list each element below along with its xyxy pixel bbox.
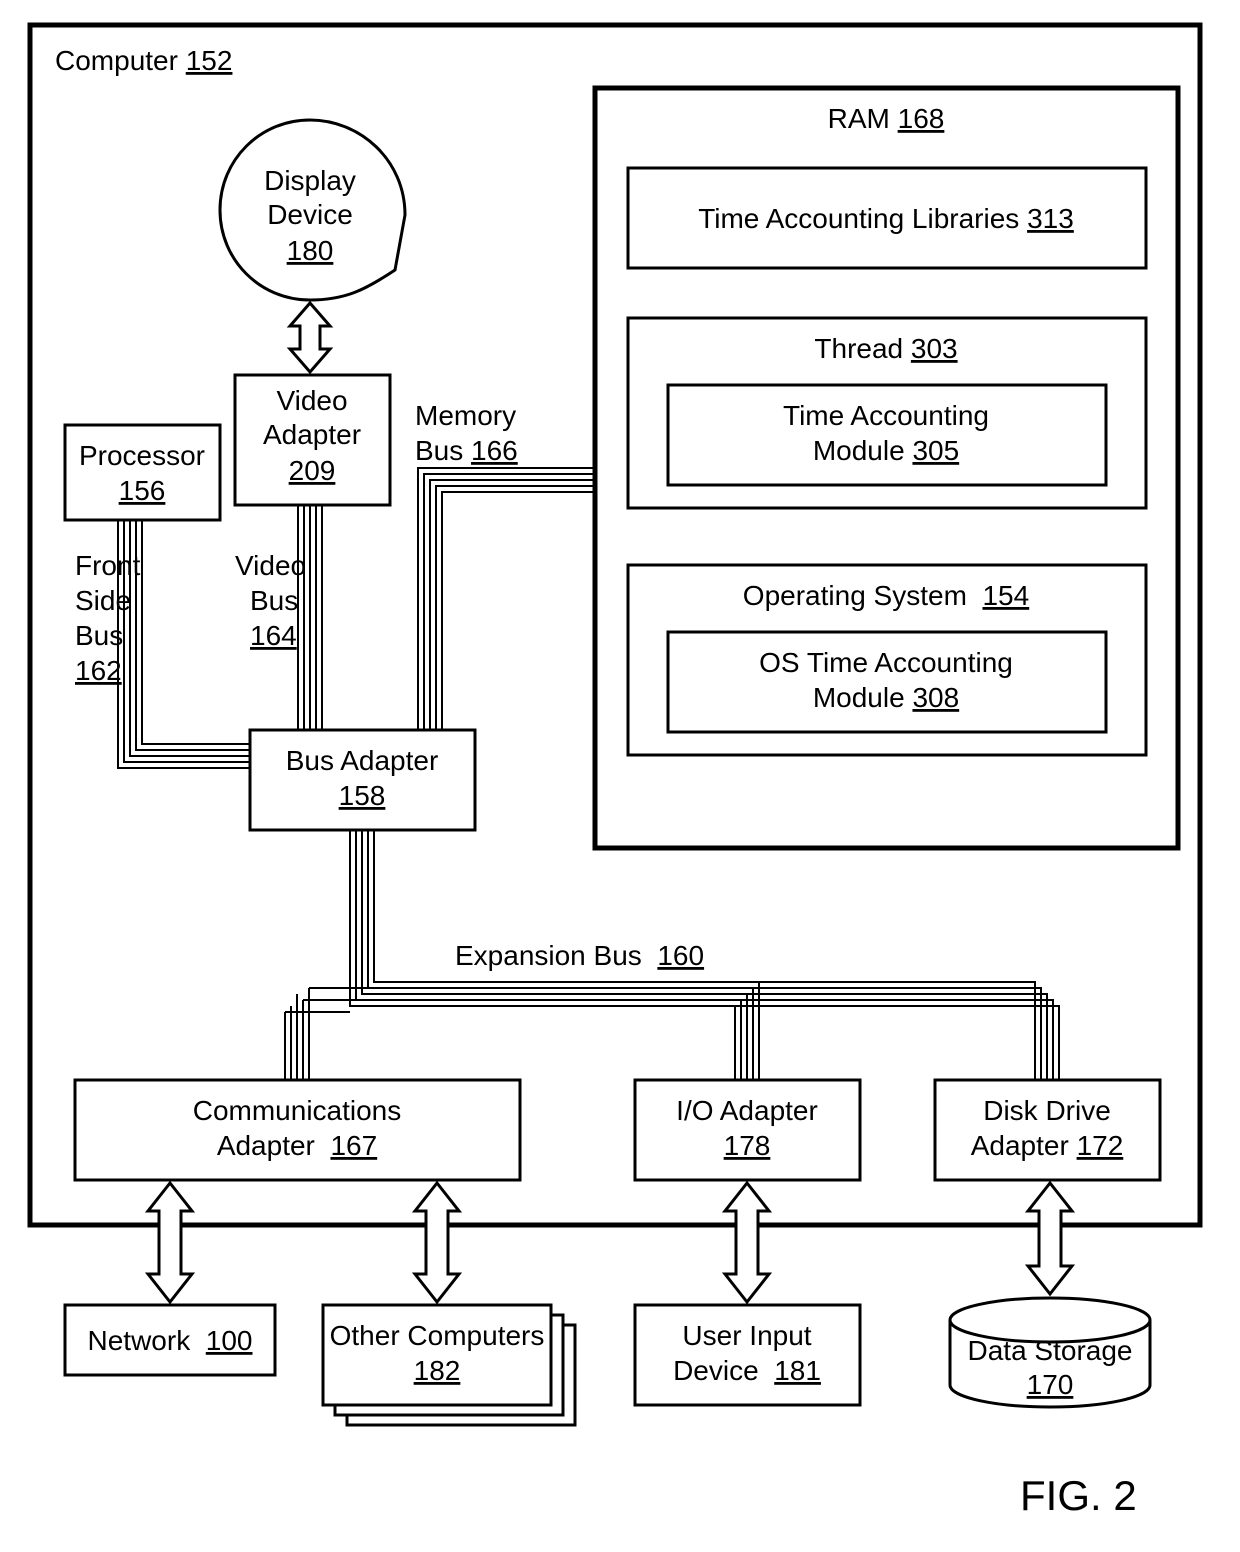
thread-label: Thread xyxy=(814,333,903,364)
fsb-l2: Side xyxy=(75,585,131,616)
network-label: Network xyxy=(88,1325,192,1356)
tam-line1: Time Accounting xyxy=(783,400,989,431)
ds-ref: 170 xyxy=(1027,1369,1074,1400)
video-line2: Adapter xyxy=(263,419,361,450)
tam-line2: Module xyxy=(813,435,905,466)
diagram: Computer 152 Display Device 180 Video Ad… xyxy=(0,0,1240,1552)
svg-text:Device 181: Device 181 xyxy=(673,1355,821,1386)
comms-ref: 167 xyxy=(330,1130,377,1161)
mbus-l1: Memory xyxy=(415,400,516,431)
svg-text:Expansion Bus 160: Expansion Bus 160 xyxy=(455,940,704,971)
display-ref: 180 xyxy=(287,235,334,266)
fsb-l3: Bus xyxy=(75,620,123,651)
comms-line1: Communications xyxy=(193,1095,402,1126)
computer-label: Computer xyxy=(55,45,178,76)
disk-line1: Disk Drive xyxy=(983,1095,1111,1126)
video-ref: 209 xyxy=(289,455,336,486)
ram-label: RAM xyxy=(828,103,890,134)
tal-label: Time Accounting Libraries xyxy=(698,203,1019,234)
svg-text:RAM 168: RAM 168 xyxy=(828,103,945,134)
ostam-line2: Module xyxy=(813,682,905,713)
vbus-l2: Bus xyxy=(250,585,298,616)
svg-text:Time Accounting Libraries 313: Time Accounting Libraries 313 xyxy=(698,203,1074,234)
arrow-comms-others xyxy=(415,1183,459,1302)
svg-text:Network 100: Network 100 xyxy=(88,1325,253,1356)
ostam-line1: OS Time Accounting xyxy=(759,647,1013,678)
vbus-ref: 164 xyxy=(250,620,297,651)
arrow-io-uid xyxy=(725,1183,769,1302)
display-line2: Device xyxy=(267,199,353,230)
ram-ref: 168 xyxy=(898,103,945,134)
mbus-ref: 166 xyxy=(471,435,518,466)
uid-ref: 181 xyxy=(774,1355,821,1386)
svg-text:Computer 152: Computer 152 xyxy=(55,45,232,76)
svg-text:Module 305: Module 305 xyxy=(813,435,959,466)
disk-line2: Adapter xyxy=(971,1130,1069,1161)
os-label: Operating System xyxy=(743,580,967,611)
computer-ref: 152 xyxy=(186,45,233,76)
mbus-l2: Bus xyxy=(415,435,463,466)
uid-line1: User Input xyxy=(682,1320,811,1351)
exp-ref: 160 xyxy=(657,940,704,971)
fsb-l1: Front xyxy=(75,550,141,581)
fsb-ref: 162 xyxy=(75,655,122,686)
comms-line2: Adapter xyxy=(217,1130,315,1161)
io-label: I/O Adapter xyxy=(676,1095,818,1126)
bus-adapter-label: Bus Adapter xyxy=(286,745,439,776)
processor-label: Processor xyxy=(79,440,205,471)
vbus-l1: Video xyxy=(235,550,306,581)
disk-ref: 172 xyxy=(1077,1130,1124,1161)
svg-text:Module 308: Module 308 xyxy=(813,682,959,713)
svg-text:Adapter 167: Adapter 167 xyxy=(217,1130,377,1161)
io-ref: 178 xyxy=(724,1130,771,1161)
thread-ref: 303 xyxy=(911,333,958,364)
tam-ref: 305 xyxy=(912,435,959,466)
ds-label: Data Storage xyxy=(968,1335,1133,1366)
svg-text:Operating System 154: Operating System 154 xyxy=(743,580,1029,611)
network-ref: 100 xyxy=(206,1325,253,1356)
exp-label: Expansion Bus xyxy=(455,940,642,971)
video-line1: Video xyxy=(276,385,347,416)
arrow-comms-network xyxy=(148,1183,192,1302)
svg-text:Adapter 172: Adapter 172 xyxy=(971,1130,1124,1161)
ostam-ref: 308 xyxy=(912,682,959,713)
processor-ref: 156 xyxy=(119,475,166,506)
figure-label: FIG. 2 xyxy=(1020,1472,1137,1519)
tal-ref: 313 xyxy=(1027,203,1074,234)
others-label: Other Computers xyxy=(330,1320,545,1351)
bus-adapter-ref: 158 xyxy=(339,780,386,811)
os-ref: 154 xyxy=(982,580,1029,611)
svg-text:Bus 166: Bus 166 xyxy=(415,435,518,466)
uid-line2: Device xyxy=(673,1355,759,1386)
display-line1: Display xyxy=(264,165,356,196)
others-ref: 182 xyxy=(414,1355,461,1386)
svg-text:Thread 303: Thread 303 xyxy=(814,333,957,364)
